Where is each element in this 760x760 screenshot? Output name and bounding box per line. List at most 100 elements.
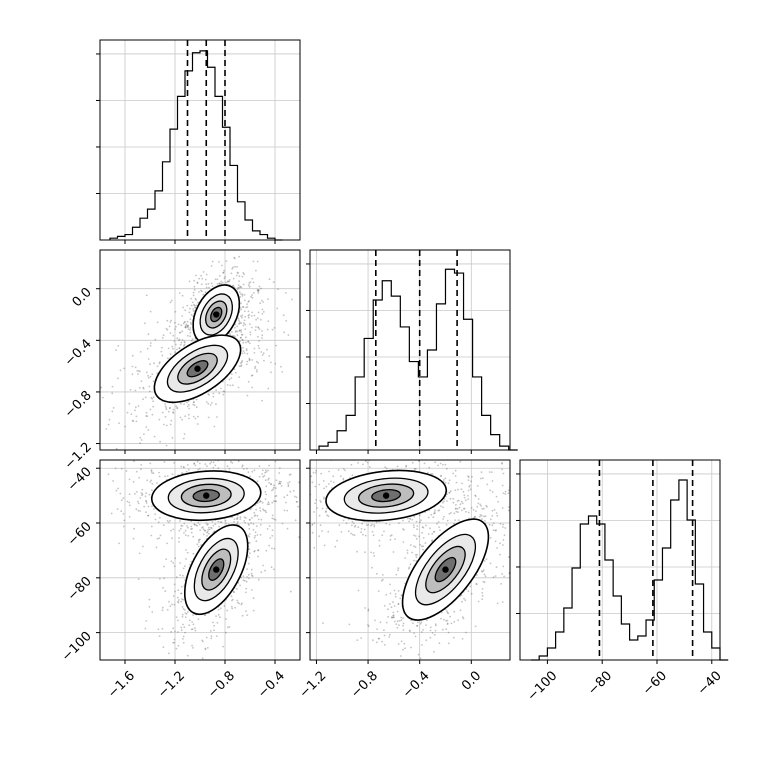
scatter-point bbox=[135, 508, 138, 511]
scatter-point bbox=[183, 433, 186, 435]
scatter-point bbox=[215, 635, 218, 637]
scatter-point bbox=[285, 320, 288, 322]
scatter-point bbox=[256, 288, 259, 291]
scatter-point bbox=[139, 436, 142, 439]
scatter-point bbox=[421, 644, 423, 646]
scatter-point bbox=[521, 525, 523, 527]
scatter-point bbox=[481, 570, 484, 573]
scatter-point bbox=[267, 387, 270, 390]
scatter-point bbox=[191, 621, 194, 623]
scatter-point bbox=[445, 620, 447, 622]
scatter-point bbox=[264, 498, 267, 500]
scatter-point bbox=[475, 583, 478, 585]
scatter-point bbox=[232, 266, 235, 269]
scatter-point bbox=[345, 522, 348, 525]
scatter-point bbox=[189, 329, 191, 331]
scatter-point bbox=[250, 589, 253, 591]
scatter-point bbox=[272, 486, 275, 489]
scatter-point bbox=[180, 600, 183, 603]
scatter-point bbox=[170, 560, 173, 563]
scatter-point bbox=[181, 665, 183, 667]
scatter-point bbox=[427, 516, 430, 519]
scatter-point bbox=[198, 538, 200, 541]
scatter-point bbox=[378, 637, 381, 640]
scatter-point bbox=[507, 556, 510, 558]
scatter-point bbox=[242, 306, 245, 308]
scatter-point bbox=[202, 640, 204, 643]
scatter-point bbox=[260, 571, 263, 574]
scatter-point bbox=[224, 519, 227, 522]
scatter-point bbox=[445, 524, 448, 526]
scatter-point bbox=[216, 440, 218, 442]
scatter-point bbox=[231, 516, 234, 519]
scatter-point bbox=[239, 518, 242, 520]
scatter-point bbox=[342, 445, 344, 447]
scatter-point bbox=[220, 387, 222, 390]
scatter-point bbox=[311, 481, 314, 484]
scatter-point bbox=[381, 640, 383, 643]
scatter-point bbox=[474, 515, 476, 518]
scatter-point bbox=[330, 480, 332, 483]
scatter-point bbox=[507, 492, 510, 495]
scatter-point bbox=[464, 599, 467, 602]
scatter-point bbox=[154, 338, 157, 341]
x-tick-label: −0.4 bbox=[255, 668, 288, 701]
scatter-point bbox=[118, 422, 120, 424]
scatter-point bbox=[449, 497, 452, 500]
scatter-point bbox=[188, 624, 191, 627]
scatter-point bbox=[472, 442, 474, 444]
scatter-point bbox=[238, 376, 241, 378]
scatter-point bbox=[406, 549, 409, 552]
scatter-point bbox=[245, 341, 247, 344]
axes-frame bbox=[99, 39, 301, 241]
scatter-point bbox=[455, 481, 458, 484]
scatter-point bbox=[182, 598, 185, 601]
scatter-point bbox=[230, 595, 233, 598]
scatter-point bbox=[180, 626, 183, 629]
scatter-point bbox=[164, 415, 167, 418]
scatter-point bbox=[182, 306, 185, 309]
scatter-point bbox=[192, 310, 195, 312]
scatter-point bbox=[392, 611, 395, 614]
scatter-point bbox=[172, 347, 174, 350]
scatter-point bbox=[307, 492, 309, 494]
scatter-point bbox=[375, 572, 378, 575]
scatter-point bbox=[226, 609, 229, 612]
scatter-point bbox=[238, 365, 241, 368]
scatter-point bbox=[149, 481, 152, 483]
scatter-point bbox=[434, 509, 436, 511]
scatter-point bbox=[119, 369, 122, 372]
scatter-point bbox=[201, 639, 204, 642]
scatter-point bbox=[272, 568, 275, 571]
scatter-point bbox=[240, 603, 243, 606]
scatter-point bbox=[261, 337, 263, 339]
scatter-point bbox=[438, 509, 441, 512]
scatter-point bbox=[246, 576, 248, 578]
scatter-point bbox=[237, 386, 240, 389]
scatter-point bbox=[249, 519, 251, 521]
scatter-point bbox=[241, 316, 243, 319]
scatter-point bbox=[245, 610, 247, 613]
scatter-point bbox=[503, 453, 505, 455]
scatter-point bbox=[205, 636, 208, 639]
scatter-point bbox=[446, 623, 449, 625]
scatter-point bbox=[425, 624, 427, 626]
scatter-point bbox=[178, 347, 181, 350]
scatter-point bbox=[320, 501, 322, 503]
scatter-point bbox=[270, 361, 272, 364]
scatter-point bbox=[182, 466, 185, 468]
scatter-point bbox=[183, 403, 186, 405]
scatter-point bbox=[115, 447, 118, 450]
scatter-point bbox=[459, 503, 462, 506]
scatter-point bbox=[390, 534, 393, 537]
scatter-point bbox=[139, 442, 142, 444]
scatter-point bbox=[177, 600, 179, 603]
scatter-point bbox=[434, 629, 437, 632]
scatter-point bbox=[413, 632, 415, 635]
scatter-point bbox=[191, 644, 194, 647]
scatter-point bbox=[460, 488, 463, 491]
scatter-point bbox=[467, 498, 470, 500]
scatter-point bbox=[336, 464, 338, 466]
scatter-point bbox=[226, 626, 229, 629]
scatter-point bbox=[139, 510, 141, 512]
